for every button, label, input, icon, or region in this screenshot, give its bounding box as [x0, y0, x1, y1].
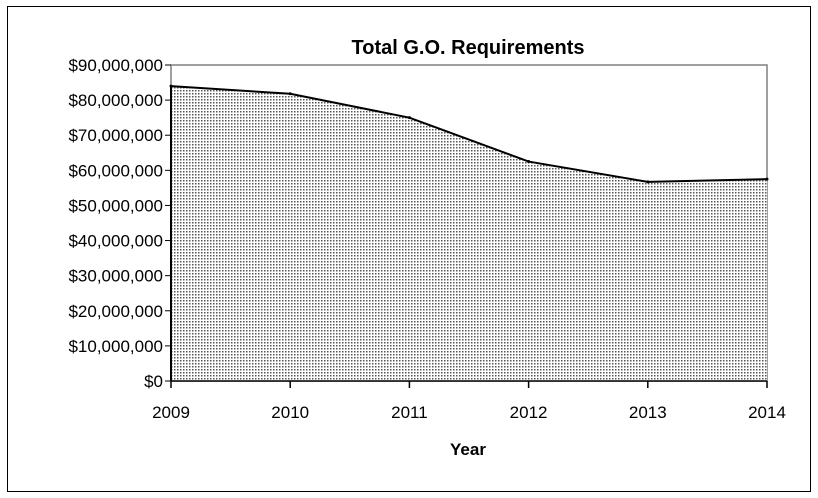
y-tick-label: $20,000,000 [68, 302, 163, 321]
chart-title: Total G.O. Requirements [352, 37, 585, 59]
x-tick-label: 2011 [391, 403, 428, 422]
y-tick-label: $80,000,000 [68, 91, 163, 110]
data-point [646, 180, 650, 184]
y-tick-label: $30,000,000 [68, 267, 163, 286]
y-tick-label: $60,000,000 [68, 161, 163, 180]
data-point [765, 177, 769, 181]
x-tick-label: 2012 [510, 403, 548, 422]
y-tick-label: $0 [144, 372, 163, 391]
data-point [527, 160, 531, 164]
y-tick-label: $40,000,000 [68, 232, 163, 251]
x-tick-label: 2013 [629, 403, 667, 422]
data-point [169, 84, 173, 88]
x-axis-title: Year [450, 440, 486, 459]
y-tick-label: $10,000,000 [68, 337, 163, 356]
data-point [407, 116, 411, 120]
y-tick-label: $90,000,000 [68, 56, 163, 75]
data-point [288, 92, 292, 96]
y-tick-label: $50,000,000 [68, 196, 163, 215]
x-tick-label: 2009 [152, 403, 190, 422]
series-line [170, 85, 768, 183]
x-tick-label: 2014 [748, 403, 786, 422]
plot-area: $0 $10,000,000 $20,000,000 $30,000,000 $40,0… [68, 56, 785, 422]
y-tick-label: $70,000,000 [68, 126, 163, 145]
area-fill [171, 86, 767, 382]
x-tick-label: 2010 [271, 403, 309, 422]
